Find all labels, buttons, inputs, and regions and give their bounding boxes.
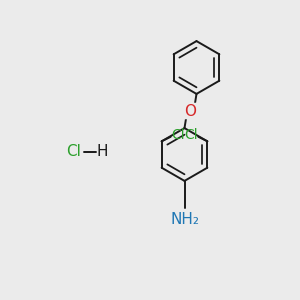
Text: Cl: Cl	[66, 144, 81, 159]
Text: Cl: Cl	[184, 128, 198, 142]
Text: Cl: Cl	[171, 128, 185, 142]
Text: O: O	[184, 103, 196, 118]
Text: H: H	[96, 144, 108, 159]
Text: NH₂: NH₂	[170, 212, 199, 227]
